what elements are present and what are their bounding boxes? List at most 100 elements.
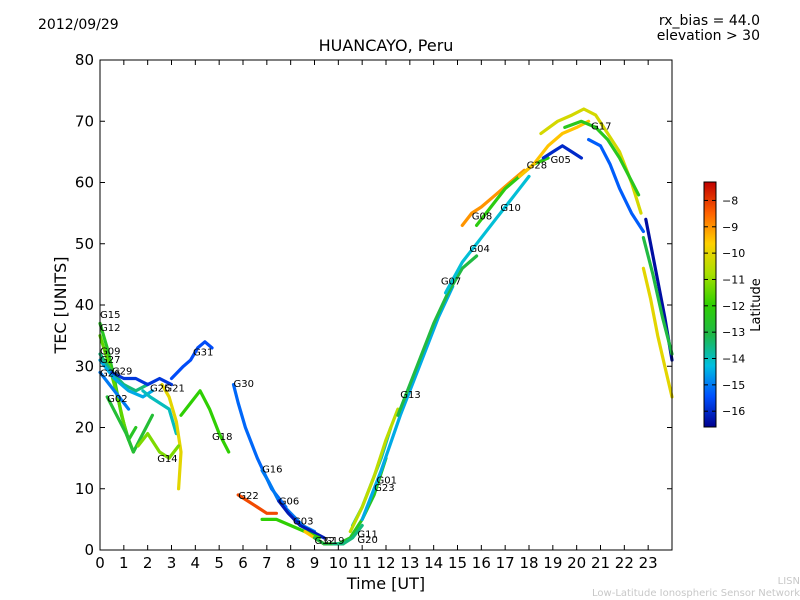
x-tick-label: 17	[496, 554, 515, 572]
x-tick-label: 9	[310, 554, 320, 572]
x-tick-label: 0	[95, 554, 105, 572]
x-tick-label: 12	[376, 554, 395, 572]
label-g22: G22	[238, 491, 258, 502]
y-tick-label: 10	[75, 480, 94, 498]
rx-bias-label: rx_bias = 44.0	[658, 13, 760, 29]
label-g27: G27	[100, 355, 120, 366]
y-axis: 0 10 20 30 40 50 60 70 80	[75, 51, 672, 559]
series-g04	[444, 174, 531, 295]
y-tick-label: 70	[75, 112, 94, 130]
x-tick-label: 3	[167, 554, 177, 572]
series-g13	[360, 285, 455, 521]
colorbar-tick-label: −11	[722, 273, 745, 286]
label-g18: G18	[212, 432, 232, 443]
series-g29	[110, 370, 174, 387]
series-g18	[179, 389, 231, 454]
label-g03: G03	[293, 517, 313, 528]
colorbar	[703, 181, 717, 428]
receiver-settings: rx_bias = 44.0 elevation > 30	[657, 14, 760, 44]
x-tick-label: 7	[262, 554, 272, 572]
colorbar-tick-label: −12	[722, 300, 745, 313]
colorbar-tick-label: −16	[722, 405, 745, 418]
colorbar-ticks: −8 −9 −10 −11 −12 −13 −14 −15 −16	[704, 194, 745, 418]
colorbar-tick-label: −15	[722, 379, 745, 392]
series-g28	[517, 119, 591, 178]
label-g07: G07	[441, 277, 461, 288]
x-tick-label: 20	[567, 554, 586, 572]
series-g07	[396, 254, 479, 417]
footer-credit: LISN Low-Latitude Ionospheric Sensor Net…	[592, 576, 800, 600]
colorbar-tick-label: −14	[722, 353, 745, 366]
x-tick-label: 10	[329, 554, 348, 572]
x-axis-label: Time [UT]	[346, 574, 425, 593]
x-tick-label: 6	[238, 554, 248, 572]
footer-org-full: Low-Latitude Ionospheric Sensor Network	[592, 588, 800, 599]
x-axis: 0 1 2 3 4 5 6 7 8 9 10 11 12 13 14 15 16 17 18 19 20 21 22 23	[95, 60, 658, 572]
label-g31: G31	[193, 348, 213, 359]
x-tick-label: 14	[424, 554, 443, 572]
label-g15: G15	[100, 310, 120, 321]
x-tick-label: 15	[448, 554, 467, 572]
y-axis-label: TEC [UNITS]	[51, 257, 70, 355]
x-tick-label: 4	[191, 554, 201, 572]
colorbar-tick-label: −9	[722, 221, 738, 234]
series-g22	[236, 493, 278, 515]
label-g25: G25	[150, 384, 170, 395]
x-tick-label: 1	[119, 554, 129, 572]
y-tick-label: 80	[75, 51, 94, 69]
label-g10: G10	[500, 203, 520, 214]
label-g17: G17	[591, 122, 611, 133]
x-tick-label: 23	[639, 554, 658, 572]
series-g06	[277, 499, 326, 540]
series-tr2	[587, 138, 645, 234]
x-tick-label: 21	[591, 554, 610, 572]
label-g04: G04	[469, 244, 489, 255]
y-tick-label: 20	[75, 419, 94, 437]
elevation-label: elevation > 30	[656, 28, 760, 44]
date-label: 2012/09/29	[38, 17, 119, 33]
x-tick-label: 18	[519, 554, 538, 572]
x-tick-label: 22	[615, 554, 634, 572]
colorbar-tick-label: −8	[722, 194, 738, 207]
colorbar-tick-label: −13	[722, 326, 745, 339]
footer-org-short: LISN	[777, 576, 800, 587]
series-tr4	[641, 266, 674, 399]
label-g14: G14	[157, 454, 177, 465]
series-g14	[136, 432, 181, 460]
label-g11: G11	[357, 529, 377, 540]
series-tr1	[563, 119, 641, 197]
label-g08: G08	[472, 212, 492, 223]
label-g29: G29	[112, 367, 132, 378]
label-g01: G01	[376, 476, 396, 487]
series-layer	[98, 107, 674, 546]
x-tick-label: 8	[286, 554, 296, 572]
label-g06: G06	[279, 496, 299, 507]
x-tick-label: 19	[543, 554, 562, 572]
series-g02	[105, 395, 154, 454]
label-g26: G26	[100, 368, 120, 379]
chart-title: HUANCAYO, Peru	[318, 36, 454, 55]
x-tick-label: 13	[400, 554, 419, 572]
label-g02: G02	[107, 394, 127, 405]
label-g28: G28	[527, 161, 547, 172]
x-tick-label: 2	[143, 554, 153, 572]
y-tick-label: 60	[75, 174, 94, 192]
series-tr5	[641, 236, 674, 356]
label-g16: G16	[262, 465, 282, 476]
series-g21	[160, 383, 183, 491]
label-g19: G19	[324, 536, 344, 547]
colorbar-label: Latitude	[749, 278, 764, 332]
label-g23: G23	[374, 483, 394, 494]
label-g20: G20	[357, 535, 377, 546]
x-tick-label: 5	[214, 554, 224, 572]
label-g32: G32	[315, 536, 335, 547]
x-tick-label: 16	[472, 554, 491, 572]
x-tick-label: 11	[353, 554, 372, 572]
y-tick-label: 50	[75, 235, 94, 253]
y-tick-label: 0	[84, 541, 94, 559]
series-g31	[169, 340, 214, 381]
label-g30: G30	[233, 379, 253, 390]
y-tick-label: 40	[75, 296, 94, 314]
